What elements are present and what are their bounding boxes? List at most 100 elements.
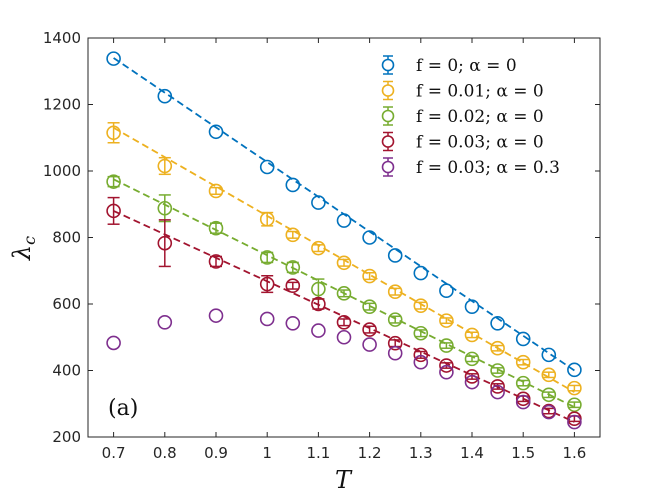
data-point	[439, 358, 454, 373]
data-point	[336, 314, 352, 330]
data-point	[439, 338, 454, 353]
data-point	[541, 404, 557, 420]
data-point	[490, 315, 505, 331]
data-point	[362, 230, 377, 245]
data-point	[464, 374, 480, 390]
data-point	[157, 235, 173, 251]
data-point	[387, 248, 403, 263]
series-layer	[106, 51, 582, 430]
data-point	[541, 367, 557, 383]
data-point	[515, 394, 531, 410]
data-point	[208, 308, 224, 323]
data-point	[336, 255, 352, 271]
x-tick-label: 1.1	[306, 444, 330, 462]
data-point	[157, 88, 173, 104]
data-point	[541, 387, 557, 403]
data-point	[413, 354, 429, 370]
data-point	[567, 397, 582, 413]
x-tick-label: 1.5	[511, 444, 535, 462]
data-point	[208, 254, 224, 269]
data-point	[567, 380, 582, 396]
data-point	[311, 323, 326, 338]
data-point	[259, 159, 275, 175]
data-point	[413, 298, 429, 313]
data-point	[567, 414, 582, 430]
legend-marker	[381, 135, 395, 148]
data-point	[208, 220, 224, 236]
data-point	[439, 313, 454, 328]
data-point	[311, 296, 326, 312]
legend-marker	[381, 84, 395, 97]
data-point	[413, 325, 429, 341]
plot-area	[88, 38, 600, 437]
y-axis-label-symbol: λ	[8, 245, 36, 261]
legend-marker	[381, 160, 395, 174]
data-point	[464, 299, 480, 314]
legend-item-4: f = 0.03; α = 0	[381, 131, 544, 153]
y-axis-label-group: λc	[8, 236, 39, 261]
data-point	[464, 369, 480, 384]
data-point	[387, 312, 403, 327]
data-point	[515, 331, 531, 347]
data-point	[336, 213, 352, 228]
y-tick-label: 400	[52, 362, 81, 380]
y-axis-label: λc	[8, 236, 39, 261]
data-point	[208, 124, 224, 140]
data-point	[106, 203, 121, 219]
legend-item-3: f = 0.02; α = 0	[381, 106, 544, 127]
y-axis-label-subscript: c	[20, 236, 39, 245]
data-point	[311, 240, 326, 256]
data-point	[541, 347, 557, 363]
data-point	[208, 183, 224, 199]
panel-label: (a)	[108, 396, 138, 421]
data-point	[285, 260, 301, 275]
x-tick-label: 1.6	[562, 444, 586, 462]
data-point	[106, 335, 121, 351]
legend: f = 0; α = 0 f = 0.01; α = 0 f = 0.02; α =…	[381, 55, 560, 178]
data-point	[285, 315, 301, 331]
data-point	[490, 379, 505, 394]
data-point	[413, 265, 429, 281]
data-point	[336, 329, 352, 345]
x-tick-label: 1.2	[358, 444, 382, 462]
y-tick-label: 800	[52, 229, 81, 247]
data-point	[285, 278, 301, 294]
data-point	[490, 340, 505, 356]
data-point	[259, 250, 275, 265]
data-point	[439, 283, 454, 299]
legend-label: f = 0.03; α = 0.3	[416, 158, 560, 178]
y-tick-label: 1000	[43, 162, 81, 180]
data-point	[464, 327, 480, 343]
legend-marker	[381, 109, 395, 123]
data-point	[567, 362, 582, 378]
data-point	[490, 363, 505, 378]
legend-item-1: f = 0; α = 0	[381, 55, 517, 76]
data-point	[464, 351, 480, 367]
x-axis-label: T	[335, 466, 353, 494]
x-tick-label: 1.4	[460, 444, 484, 462]
data-point	[362, 268, 377, 284]
data-point	[567, 411, 582, 427]
series-4	[106, 196, 582, 427]
data-point	[157, 314, 173, 330]
plot-background	[88, 38, 600, 437]
data-point	[515, 375, 531, 391]
data-point	[259, 311, 275, 327]
x-tick-label: 1.3	[409, 444, 433, 462]
data-point	[362, 337, 377, 352]
legend-label: f = 0; α = 0	[416, 56, 517, 76]
data-point	[515, 354, 531, 370]
data-point	[285, 177, 301, 193]
series-1	[106, 51, 582, 378]
y-tick-label: 200	[52, 428, 81, 446]
data-point	[439, 364, 454, 380]
data-point	[259, 276, 275, 292]
data-point	[387, 335, 403, 351]
data-point	[157, 158, 173, 174]
data-point	[259, 211, 275, 227]
data-point	[490, 384, 505, 400]
data-point	[336, 286, 352, 301]
legend-marker	[381, 58, 395, 72]
legend-item-5: f = 0.03; α = 0.3	[381, 157, 560, 178]
